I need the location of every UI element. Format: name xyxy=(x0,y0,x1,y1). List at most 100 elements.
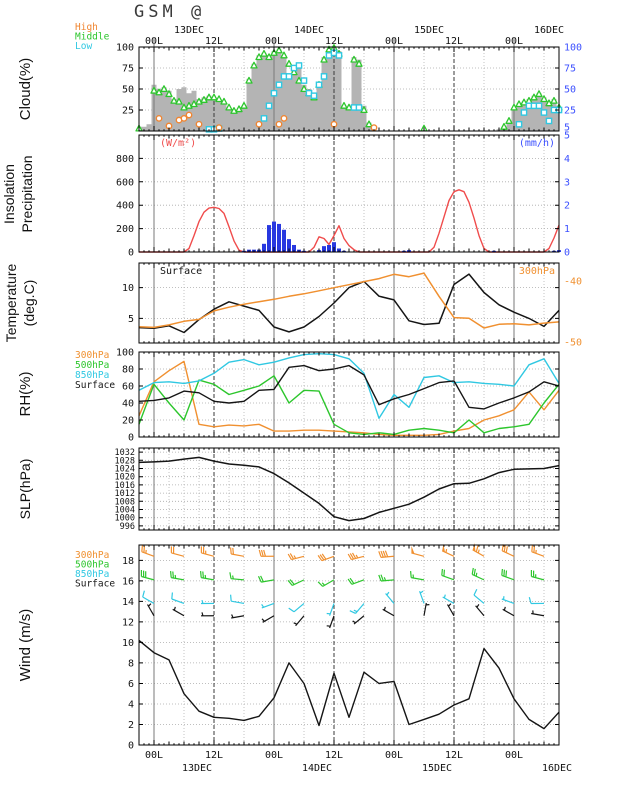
middle-cloud-marker xyxy=(160,85,168,93)
barb-staff xyxy=(200,599,215,605)
wind-tick: 12 xyxy=(122,617,134,628)
rh-tick: 60 xyxy=(122,382,134,393)
insol-left-tick: 400 xyxy=(116,201,134,212)
rh-legend-850hpa: 850hPa xyxy=(75,370,109,381)
middle-cloud-marker xyxy=(350,55,358,63)
barb-staff xyxy=(326,615,335,629)
barb-staff xyxy=(261,615,275,623)
wind-barb xyxy=(411,545,425,557)
v-gridlines-00L xyxy=(153,352,515,437)
low-cloud-marker xyxy=(315,81,323,89)
bottom-date-label: 16DEC xyxy=(542,763,572,774)
bottom-hour-label: 00L xyxy=(505,750,523,761)
temp-right-tick: -50 xyxy=(564,338,582,349)
time-ticks xyxy=(138,352,560,437)
wind-barb xyxy=(501,596,515,605)
barb-staff xyxy=(200,571,215,581)
cloud-legend-low: Low xyxy=(75,41,92,52)
barb-staff xyxy=(475,604,485,617)
barb-staff xyxy=(442,594,455,604)
middle-cloud-marker xyxy=(235,105,243,113)
rh-legend-500hpa: 500hPa xyxy=(75,360,109,371)
time-ticks xyxy=(138,545,560,745)
middle-cloud-marker xyxy=(280,51,288,59)
barb-staff xyxy=(261,602,275,609)
precip-bar xyxy=(287,239,291,252)
wind-barb xyxy=(442,594,455,604)
middle-cloud-marker xyxy=(205,93,213,101)
time-ticks xyxy=(138,47,560,131)
wind-legend-surface: Surface xyxy=(75,579,115,590)
wind-barb xyxy=(142,590,155,604)
v-gridlines-12L xyxy=(213,352,455,437)
temp-left-tick: 10 xyxy=(122,283,134,294)
rh-tick: 80 xyxy=(122,365,134,376)
barb-staff xyxy=(171,592,185,605)
panel-temperature: 10 5 -40 -50 Surface 300hPa Temperature (deg.C) xyxy=(3,262,582,349)
barb-staff xyxy=(257,575,275,583)
cloud-left-tick: 25 xyxy=(122,106,134,117)
value-ticks xyxy=(139,46,559,111)
wind-barb xyxy=(501,544,515,557)
time-ticks xyxy=(138,263,560,343)
middle-cloud-marker xyxy=(240,101,248,109)
wind-tick: 0 xyxy=(128,741,134,752)
wind-barb xyxy=(378,550,395,558)
v-gridlines-12L xyxy=(213,135,455,252)
cloud-ylabel: Cloud(%) xyxy=(17,58,34,121)
bottom-hour-label: 00L xyxy=(265,750,283,761)
v-gridlines-minor xyxy=(183,263,545,343)
barb-staff xyxy=(170,571,185,581)
middle-cloud-marker xyxy=(175,97,183,105)
insol-left-tick: 600 xyxy=(116,177,134,188)
bottom-hour-label: 00L xyxy=(385,750,403,761)
value-ticks xyxy=(139,351,559,438)
barb-staff xyxy=(352,615,365,625)
low-cloud-marker xyxy=(265,102,273,110)
barb-staff xyxy=(347,552,365,561)
wind-tick: 2 xyxy=(128,720,134,731)
insol-right-tick: 0 xyxy=(564,248,570,259)
cloud-right-tick: 25 xyxy=(564,106,576,117)
cloud-right-tick: 75 xyxy=(564,64,576,75)
wind-barb xyxy=(385,591,395,604)
bottom-hour-label: 12L xyxy=(325,750,343,761)
wind-barb xyxy=(171,592,185,605)
value-ticks xyxy=(139,287,559,319)
time-ticks xyxy=(138,448,560,530)
barb-staff xyxy=(200,546,215,557)
rh-ylabel: RH(%) xyxy=(17,372,34,417)
h-gridlines xyxy=(139,368,559,421)
top-hour-label: 12L xyxy=(445,36,463,47)
middle-cloud-marker xyxy=(295,76,303,84)
insolation-line xyxy=(139,189,560,253)
axis-stub-00L xyxy=(153,37,515,47)
high-cloud-marker xyxy=(195,120,203,128)
wind-ylabel: Wind (m/s) xyxy=(17,609,34,682)
precip-bar xyxy=(322,246,326,252)
middle-cloud-marker xyxy=(290,68,298,76)
h-gridlines xyxy=(139,560,559,725)
barb-staff xyxy=(141,545,155,557)
low-cloud-marker xyxy=(335,52,343,59)
v-gridlines-00L xyxy=(153,135,515,252)
temp-right-tick: -40 xyxy=(564,277,582,288)
wind-barb xyxy=(200,571,215,581)
cloud-right-tick: 5 xyxy=(564,122,570,133)
barb-staff xyxy=(501,544,515,557)
barb-staff xyxy=(378,550,395,558)
cloud-left-tick: 75 xyxy=(122,64,134,75)
wind-barb xyxy=(475,604,485,617)
low-cloud-marker xyxy=(520,109,528,116)
barb-staff xyxy=(317,579,335,587)
rh-tick: 0 xyxy=(128,433,134,444)
middle-cloud-marker xyxy=(540,95,548,103)
barb-staff xyxy=(288,603,305,613)
top-date-label: 15DEC xyxy=(414,25,444,36)
insol-left-tick: 800 xyxy=(116,154,134,165)
time-axis-labels: 00L00L12L12L00L00L12L12L00L00L12L12L00L0… xyxy=(145,25,572,774)
barb-staff xyxy=(382,606,395,617)
rh-300hpa-line xyxy=(138,360,560,436)
insolation-ylabel: Insolation xyxy=(1,164,17,224)
wind-tick: 18 xyxy=(122,556,134,567)
